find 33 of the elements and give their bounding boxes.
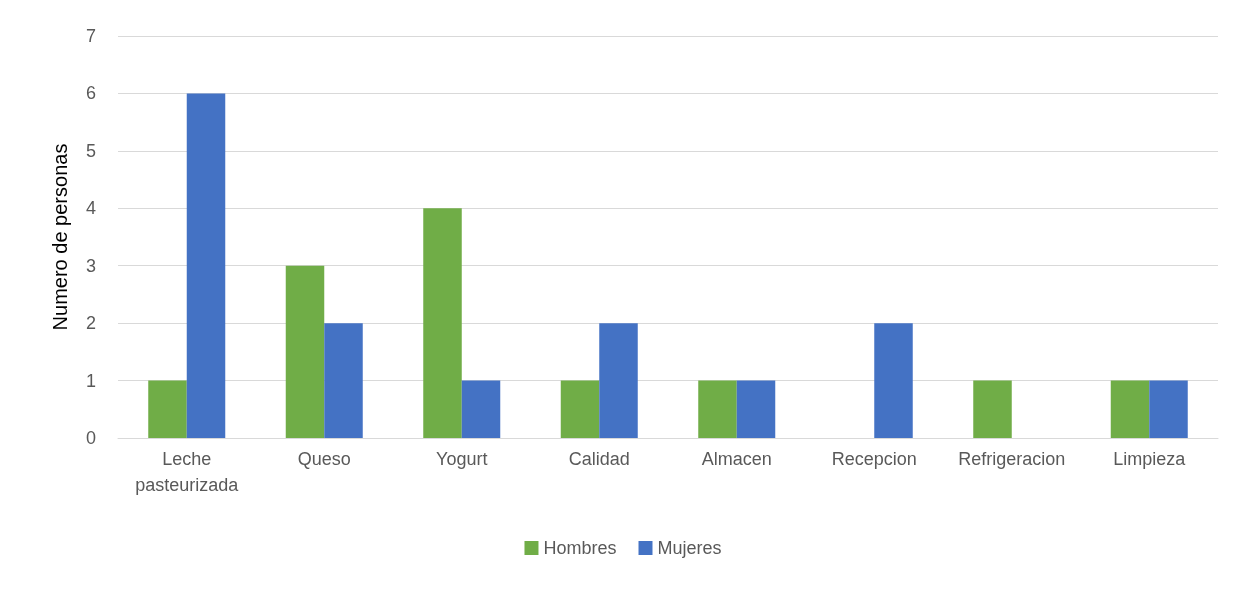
- bar: [560, 380, 600, 438]
- y-tick-label: 3: [85, 255, 96, 276]
- bar: [285, 265, 325, 438]
- y-tick-label: 7: [85, 26, 96, 46]
- x-tick-label: Queso: [297, 449, 351, 469]
- x-tick-label: Limpieza: [1113, 449, 1187, 469]
- x-tick-label: Calidad: [568, 449, 630, 469]
- y-tick-label: 6: [85, 83, 96, 104]
- bar: [423, 208, 462, 438]
- x-tick-label: Leche pasteurizada: [135, 449, 240, 495]
- bar: [874, 323, 913, 438]
- bar: [186, 93, 226, 438]
- y-tick-label: 1: [85, 370, 96, 391]
- bar: [736, 380, 776, 438]
- x-tick-label: Yogurt: [436, 449, 488, 469]
- y-tick-label: 0: [85, 428, 96, 448]
- x-tick-label: Refrigeracion: [958, 449, 1066, 469]
- y-axis-title: Numero de personas: [49, 143, 71, 331]
- x-tick-label: Recepcion: [831, 449, 917, 469]
- bar: [461, 380, 501, 438]
- legend-label: Mujeres: [657, 538, 722, 558]
- y-tick-label: 5: [85, 140, 96, 161]
- bar: [324, 323, 363, 438]
- bar: [1110, 380, 1150, 438]
- bar: [1149, 380, 1188, 438]
- bar: [973, 380, 1012, 438]
- bar: [148, 380, 187, 438]
- y-tick-label: 4: [85, 198, 96, 219]
- x-tick-label: Almacen: [701, 449, 772, 469]
- y-tick-label: 2: [85, 313, 96, 334]
- legend-label: Hombres: [543, 538, 617, 558]
- bar: [599, 323, 638, 438]
- bar: [698, 380, 737, 438]
